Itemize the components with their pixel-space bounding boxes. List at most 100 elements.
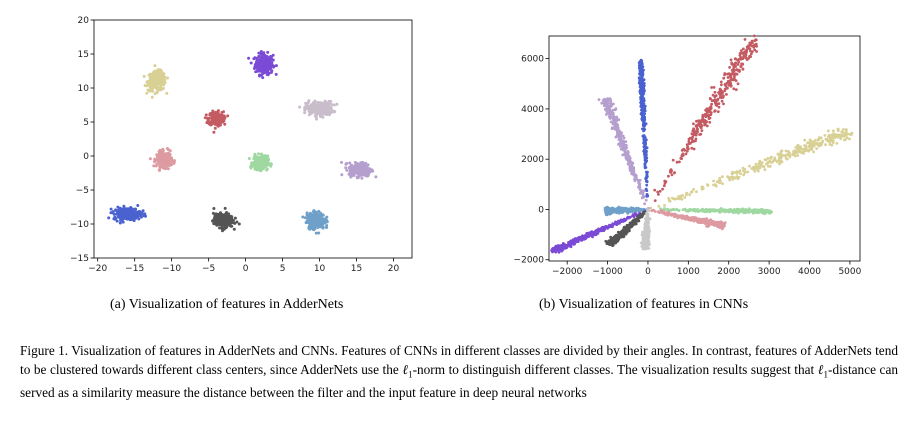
cluster-point <box>312 215 316 219</box>
cluster-point <box>109 211 113 215</box>
ray-point <box>671 158 675 162</box>
y-tick-label: −15 <box>70 254 89 264</box>
ray-point <box>720 83 723 87</box>
cluster-point <box>258 64 262 68</box>
ray-point <box>644 166 648 169</box>
ray-point <box>605 210 609 214</box>
ray-4 <box>637 58 650 198</box>
cluster-point <box>149 89 153 93</box>
cluster-point <box>358 165 362 169</box>
cluster-point <box>307 113 311 117</box>
ray-point <box>613 209 616 213</box>
ray-point <box>840 134 844 138</box>
ray-point <box>690 137 694 141</box>
ray-point <box>841 128 845 131</box>
cluster-point <box>223 218 227 222</box>
cluster-point <box>270 57 273 61</box>
cluster-point <box>166 167 170 171</box>
ray-point <box>694 124 698 128</box>
ray-point <box>608 117 612 120</box>
ray-point <box>711 99 715 102</box>
y-tick-label: 5 <box>83 118 89 128</box>
ray-point <box>709 113 713 116</box>
x-tick-label: −10 <box>162 264 181 273</box>
cluster-point <box>215 123 219 127</box>
ray-point <box>735 170 739 174</box>
ray-point <box>703 112 707 116</box>
cluster-point <box>153 157 157 161</box>
ray-point <box>669 168 672 172</box>
y-tick-label: 10 <box>78 84 90 94</box>
ray-point <box>673 171 676 175</box>
ray-point <box>750 167 754 170</box>
cluster-point <box>112 217 116 221</box>
cluster-point <box>118 221 122 225</box>
x-tick-label: 20 <box>388 264 400 273</box>
cluster-point <box>212 207 216 210</box>
ray-point <box>717 92 721 95</box>
ray-point <box>626 162 630 166</box>
ray-point <box>780 155 783 158</box>
cluster-point <box>259 50 263 53</box>
cluster-point <box>259 56 263 60</box>
ray-point <box>731 71 735 75</box>
ray-point <box>692 209 696 213</box>
ray-point <box>792 149 795 153</box>
ray-point <box>712 179 715 183</box>
cluster-point <box>303 108 307 112</box>
ray-point <box>745 50 748 54</box>
ray-point <box>749 52 753 56</box>
ray-point <box>745 210 748 213</box>
ray-point <box>729 58 733 62</box>
ray-point <box>607 109 611 113</box>
cluster-7 <box>340 160 378 180</box>
cluster-point <box>161 87 165 90</box>
ray-point <box>690 140 694 144</box>
ray-point <box>754 38 758 41</box>
ray-point <box>637 64 641 67</box>
ray-point <box>843 133 847 137</box>
ray-point <box>681 154 685 157</box>
ray-point <box>839 137 843 140</box>
ray-point <box>720 175 724 179</box>
ray-point <box>804 146 808 150</box>
cluster-point <box>325 215 329 219</box>
ray-point <box>808 141 811 145</box>
ray-point <box>823 134 827 137</box>
ray-point <box>663 204 666 207</box>
ray-point <box>617 143 620 146</box>
y-tick-label: −10 <box>70 220 89 230</box>
x-tick-label: 0 <box>243 264 249 273</box>
ray-point <box>636 208 640 211</box>
cluster-point <box>316 213 320 217</box>
cluster-point <box>354 164 357 168</box>
cluster-point <box>370 168 374 172</box>
cluster-point <box>267 59 271 63</box>
ray-point <box>722 76 726 80</box>
cluster-point <box>363 172 367 175</box>
ray-point <box>788 151 791 154</box>
ray-point <box>775 160 779 164</box>
ray-point <box>692 129 696 133</box>
cluster-point <box>225 216 229 220</box>
ray-point <box>657 193 660 196</box>
ray-point <box>643 202 646 206</box>
ray-point <box>630 164 633 168</box>
ray-point <box>642 112 645 116</box>
ray-point <box>667 174 670 178</box>
ray-point <box>737 211 740 215</box>
cluster-point <box>221 119 224 123</box>
ray-point <box>643 118 647 122</box>
ray-point <box>754 209 758 213</box>
ray-point <box>745 58 749 61</box>
cluster-point <box>218 226 221 230</box>
y-tick-label: 15 <box>78 50 89 60</box>
ray-point <box>672 208 676 211</box>
ray-point <box>741 166 745 170</box>
cluster-point <box>225 225 229 229</box>
ray-point <box>795 149 798 153</box>
cluster-point <box>158 79 162 83</box>
ray-point <box>694 133 698 136</box>
cluster-point <box>367 169 371 173</box>
ray-point <box>825 138 829 141</box>
